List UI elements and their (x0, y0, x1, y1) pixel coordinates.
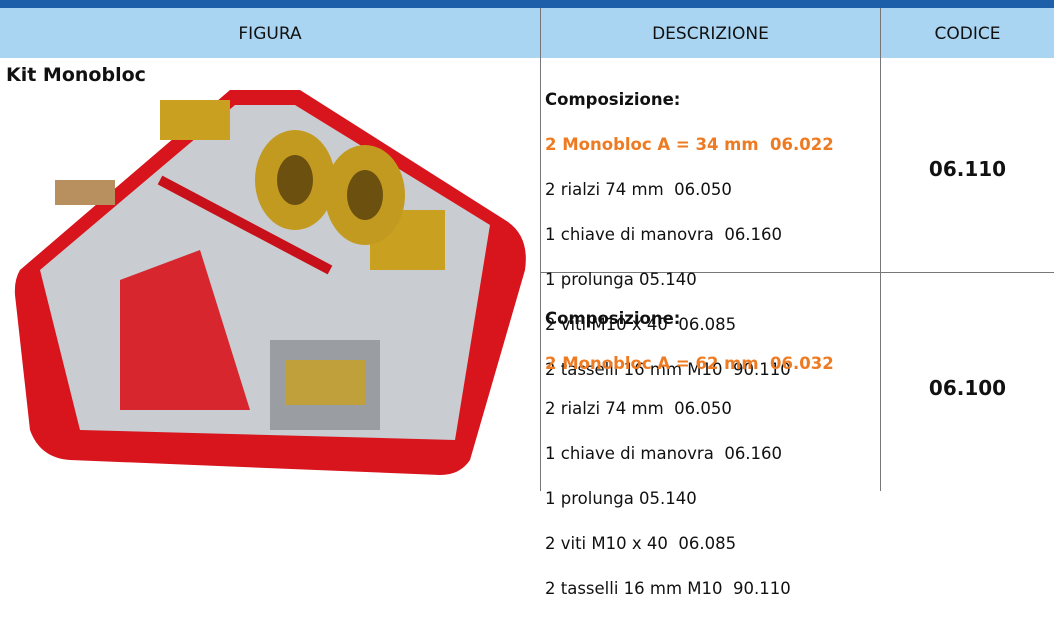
column-divider (880, 8, 881, 491)
description-heading: Composizione: (545, 308, 681, 328)
page: FIGURA DESCRIZIONE CODICE Kit Monobloc C… (0, 0, 1054, 598)
description-line: 2 tasselli 16 mm M10 90.110 (545, 578, 791, 598)
product-image (14, 90, 526, 475)
product-code: 06.100 (928, 376, 1007, 400)
description-heading: Composizione: (545, 89, 681, 109)
description-line: 2 viti M10 x 40 06.085 (545, 314, 737, 334)
description-highlight: 2 Monobloc A = 34 mm 06.022 (545, 134, 834, 154)
top-bar (0, 0, 1054, 8)
description-line: 1 chiave di manovra 06.160 (545, 443, 783, 463)
kit-title: Kit Monobloc (6, 64, 146, 86)
table-header: FIGURA DESCRIZIONE CODICE (0, 8, 1054, 58)
description-line: 2 viti M10 x 40 06.085 (545, 533, 737, 553)
description-line: 2 rialzi 74 mm 06.050 (545, 398, 732, 418)
column-header: CODICE (934, 24, 1001, 44)
column-header: DESCRIZIONE (652, 24, 769, 44)
description-line: 1 chiave di manovra 06.160 (545, 224, 783, 244)
description-line: 1 prolunga 05.140 (545, 269, 697, 289)
description-highlight: 2 Monobloc A = 62 mm 06.032 (545, 353, 834, 373)
product-code: 06.110 (928, 157, 1007, 181)
column-divider (540, 8, 541, 491)
row-divider (540, 272, 1054, 273)
description: Composizione: 2 Monobloc A = 62 mm 06.03… (545, 285, 834, 623)
description-line: 2 tasselli 16 mm M10 90.110 (545, 359, 791, 379)
column-header: FIGURA (238, 24, 302, 44)
description: Composizione: 2 Monobloc A = 34 mm 06.02… (545, 66, 834, 404)
description-line: 2 rialzi 74 mm 06.050 (545, 179, 732, 199)
